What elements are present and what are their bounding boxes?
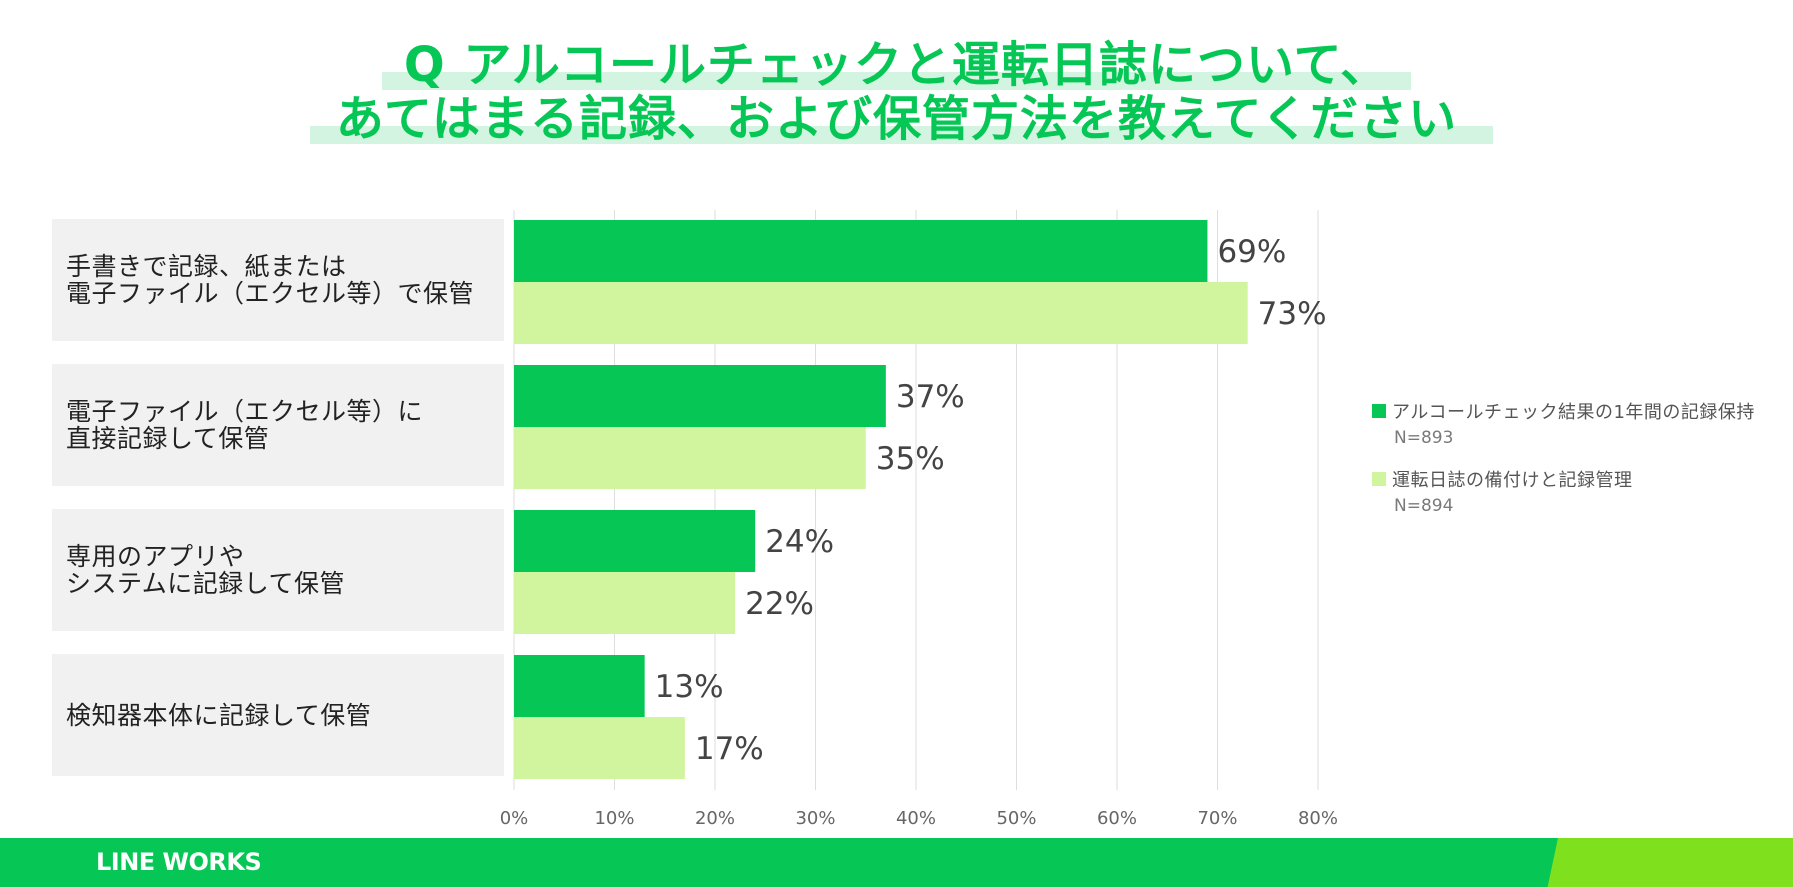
bar-value-label: 69%	[1217, 234, 1286, 270]
bar-series-2	[514, 717, 685, 779]
footer-bar: LINE WORKS	[0, 838, 1793, 887]
title-line-2: あてはまる記録、および保管方法を教えてください	[309, 92, 1494, 146]
bar-value-label: 13%	[655, 669, 724, 705]
bar-value-label: 17%	[695, 731, 764, 767]
legend-label-series-2: 運転日誌の備付けと記録管理	[1392, 470, 1633, 491]
bar-value-label: 73%	[1258, 296, 1327, 332]
legend-swatch-series-1	[1372, 404, 1386, 418]
legend-label-series-1: アルコールチェック結果の1年間の記録保持	[1392, 402, 1755, 423]
category-label: 手書きで記録、紙または 電子ファイル（エクセル等）で保管	[66, 252, 475, 308]
category-box: 検知器本体に記録して保管	[52, 654, 504, 776]
category-box: 電子ファイル（エクセル等）に 直接記録して保管	[52, 364, 504, 486]
bar-series-2	[514, 282, 1248, 344]
category-label: 専用のアプリや システムに記録して保管	[66, 542, 346, 598]
bar-value-label: 35%	[876, 441, 945, 477]
bar-series-2	[514, 427, 866, 489]
bar-value-label: 37%	[896, 379, 965, 415]
bar-series-1	[514, 655, 645, 717]
legend-item-series-2: 運転日誌の備付けと記録管理 N=894	[1372, 466, 1792, 534]
x-tick-label: 40%	[896, 808, 936, 829]
bar-series-2	[514, 572, 736, 634]
x-tick-label: 30%	[795, 808, 835, 829]
bar-value-label: 22%	[745, 586, 814, 622]
legend: アルコールチェック結果の1年間の記録保持 N=893 運転日誌の備付けと記録管理…	[1372, 398, 1792, 534]
chart-title: Q アルコールチェックと運転日誌について、 あてはまる記録、および保管方法を教え…	[0, 38, 1793, 146]
category-box: 手書きで記録、紙または 電子ファイル（エクセル等）で保管	[52, 219, 504, 341]
x-tick-label: 70%	[1197, 808, 1237, 829]
legend-swatch-series-2	[1372, 472, 1386, 486]
bar-value-label: 24%	[765, 524, 834, 560]
x-tick-label: 20%	[695, 808, 735, 829]
legend-n-series-1: N=893	[1394, 428, 1454, 448]
category-label: 電子ファイル（エクセル等）に 直接記録して保管	[66, 397, 424, 453]
category-box: 専用のアプリや システムに記録して保管	[52, 509, 504, 631]
x-tick-label: 60%	[1097, 808, 1137, 829]
bar-series-1	[514, 365, 886, 427]
x-tick-label: 50%	[996, 808, 1036, 829]
footer-accent	[1547, 838, 1793, 887]
line-works-logo: LINE WORKS	[96, 848, 262, 876]
x-tick-label: 0%	[500, 808, 529, 829]
legend-item-series-1: アルコールチェック結果の1年間の記録保持 N=893	[1372, 398, 1792, 466]
category-label: 検知器本体に記録して保管	[66, 700, 372, 730]
bar-series-1	[514, 510, 756, 572]
x-tick-label: 80%	[1298, 808, 1338, 829]
x-tick-label: 10%	[594, 808, 634, 829]
title-line-1: Q アルコールチェックと運転日誌について、	[381, 38, 1412, 92]
legend-n-series-2: N=894	[1394, 496, 1454, 516]
bar-series-1	[514, 220, 1208, 282]
